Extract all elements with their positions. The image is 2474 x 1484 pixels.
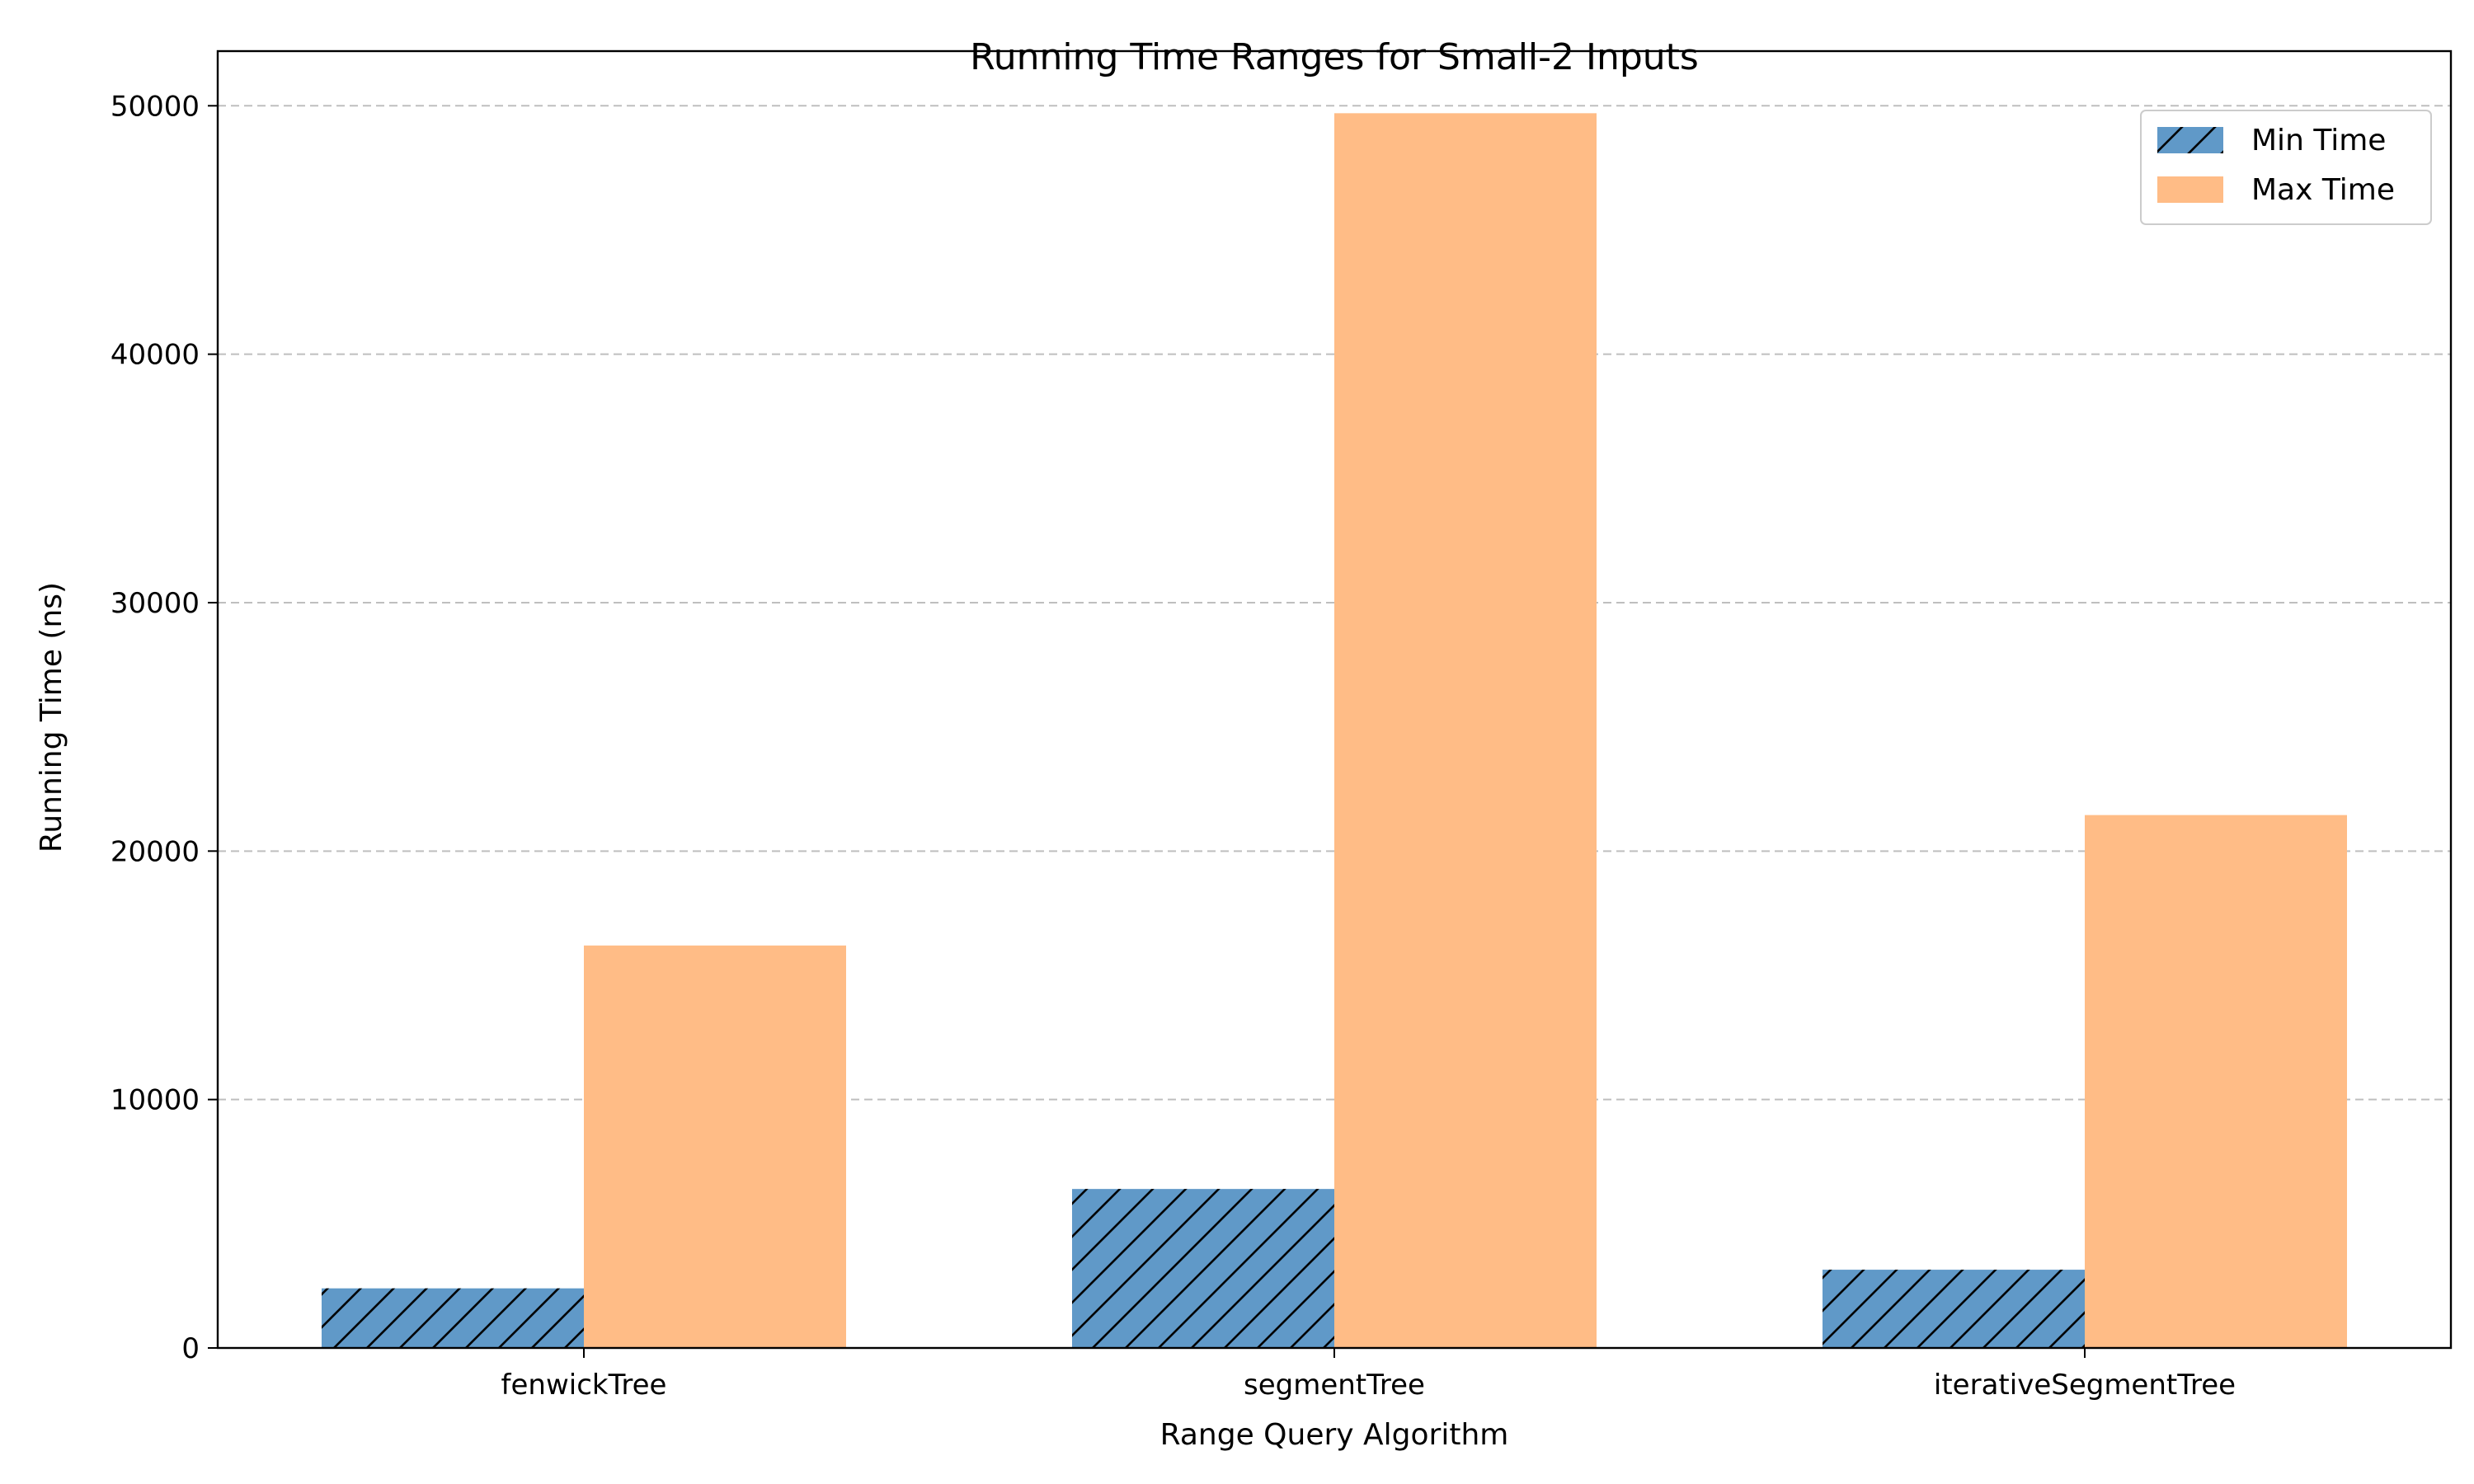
bar-max-time-iterativeSegmentTree [2085, 815, 2347, 1348]
bars [322, 113, 2347, 1349]
y-tick-label: 50000 [111, 90, 200, 123]
tick-labels: 0 10000 20000 30000 40000 50000 fenwickTree seg… [111, 90, 2236, 1402]
legend-label-min-time: Min Time [2251, 124, 2386, 157]
y-tick-label: 30000 [111, 587, 200, 620]
y-axis-title: Running Time (ns) [35, 582, 68, 852]
legend: Min Time Max Time [2140, 110, 2432, 225]
chart-title: Running Time Ranges for Small-2 Inputs [970, 36, 1699, 78]
bar-hatch-segmentTree [1072, 1189, 1334, 1348]
legend-label-max-time: Max Time [2251, 173, 2395, 207]
x-tick-label: iterativeSegmentTree [1934, 1369, 2236, 1402]
legend-swatch-min-time-hatch [2157, 127, 2223, 153]
bar-max-time-segmentTree [1334, 113, 1597, 1349]
y-tick-label: 0 [181, 1332, 200, 1365]
x-tick-label: fenwickTree [501, 1369, 667, 1402]
bar-hatch-fenwickTree [322, 1288, 584, 1348]
y-tick-label: 10000 [111, 1084, 200, 1117]
x-axis-title: Range Query Algorithm [1160, 1418, 1509, 1452]
y-tick-label: 20000 [111, 835, 200, 868]
plot-frame [216, 49, 2453, 1350]
bar-max-time-fenwickTree [584, 945, 846, 1348]
y-tick-label: 40000 [111, 339, 200, 372]
x-tick-label: segmentTree [1244, 1369, 1425, 1402]
bar-hatch-iterativeSegmentTree [1823, 1270, 2085, 1348]
legend-swatch-max-time [2157, 176, 2223, 203]
axes [208, 49, 2453, 1358]
